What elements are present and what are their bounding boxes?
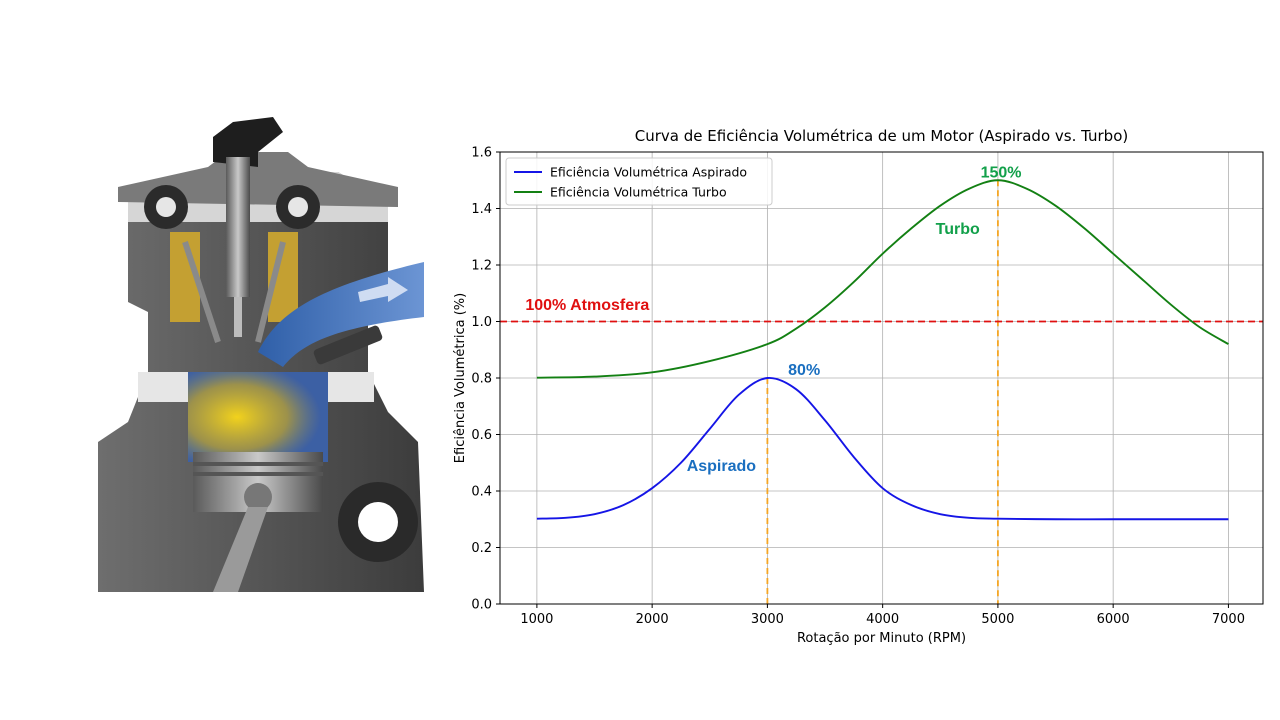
x-tick-label: 5000 [981,612,1014,627]
legend-entry: Eficiência Volumétrica Turbo [550,185,727,200]
y-tick-label: 1.6 [471,146,492,161]
annotation-label: 80% [788,362,820,379]
fuel-injector [313,325,383,365]
cylinder [188,372,328,462]
legend: Eficiência Volumétrica Aspirado Eficiênci… [505,157,773,206]
x-tick-label: 7000 [1212,612,1245,627]
legend-entry: Eficiência Volumétrica Aspirado [550,165,747,180]
y-tick-label: 1.0 [471,315,492,330]
y-ticks: 0.0 0.2 0.4 0.6 0.8 1.0 1.2 1.4 1.6 [471,146,500,613]
efficiency-chart: Curva de Eficiência Volumétrica de um Mo… [453,127,1264,646]
x-tick-label: 2000 [636,612,669,627]
y-tick-label: 0.0 [471,598,492,613]
series-line-turbo [536,179,1229,379]
intake-runner [258,262,424,367]
annotations: 100% Atmosfera 80% Aspirado 150% Turbo [525,164,1021,475]
peak-markers [766,180,999,604]
valve-springs [170,232,298,343]
annotation-label: Turbo [936,221,980,238]
grid [500,151,1263,605]
x-tick-label: 3000 [751,612,784,627]
y-tick-label: 1.4 [471,202,492,217]
x-tick-label: 1000 [520,612,553,627]
annotation-label: 150% [981,164,1022,181]
ignition-coil [213,117,283,337]
x-ticks: 1000 2000 3000 4000 5000 6000 7000 [520,604,1245,627]
series-line-aspirado [536,376,1229,521]
y-axis-label: Eficiência Volumétrica (%) [453,293,468,463]
annotation-label: Aspirado [687,458,757,475]
crankcase [338,482,418,562]
y-tick-label: 1.2 [471,259,492,274]
piston [193,452,323,592]
y-tick-label: 0.8 [471,372,492,387]
engine-cutaway-illustration [98,117,424,592]
chart-title: Curva de Eficiência Volumétrica de um Mo… [635,127,1128,145]
y-tick-label: 0.2 [471,541,492,556]
series-lines [536,179,1229,521]
x-axis-label: Rotação por Minuto (RPM) [797,631,966,646]
annotation-label: 100% Atmosfera [525,297,649,314]
x-tick-label: 4000 [866,612,899,627]
y-tick-label: 0.6 [471,428,492,443]
legend-box [505,157,773,206]
y-tick-label: 0.4 [471,485,492,500]
x-tick-label: 6000 [1097,612,1130,627]
valve-cover [118,152,398,229]
